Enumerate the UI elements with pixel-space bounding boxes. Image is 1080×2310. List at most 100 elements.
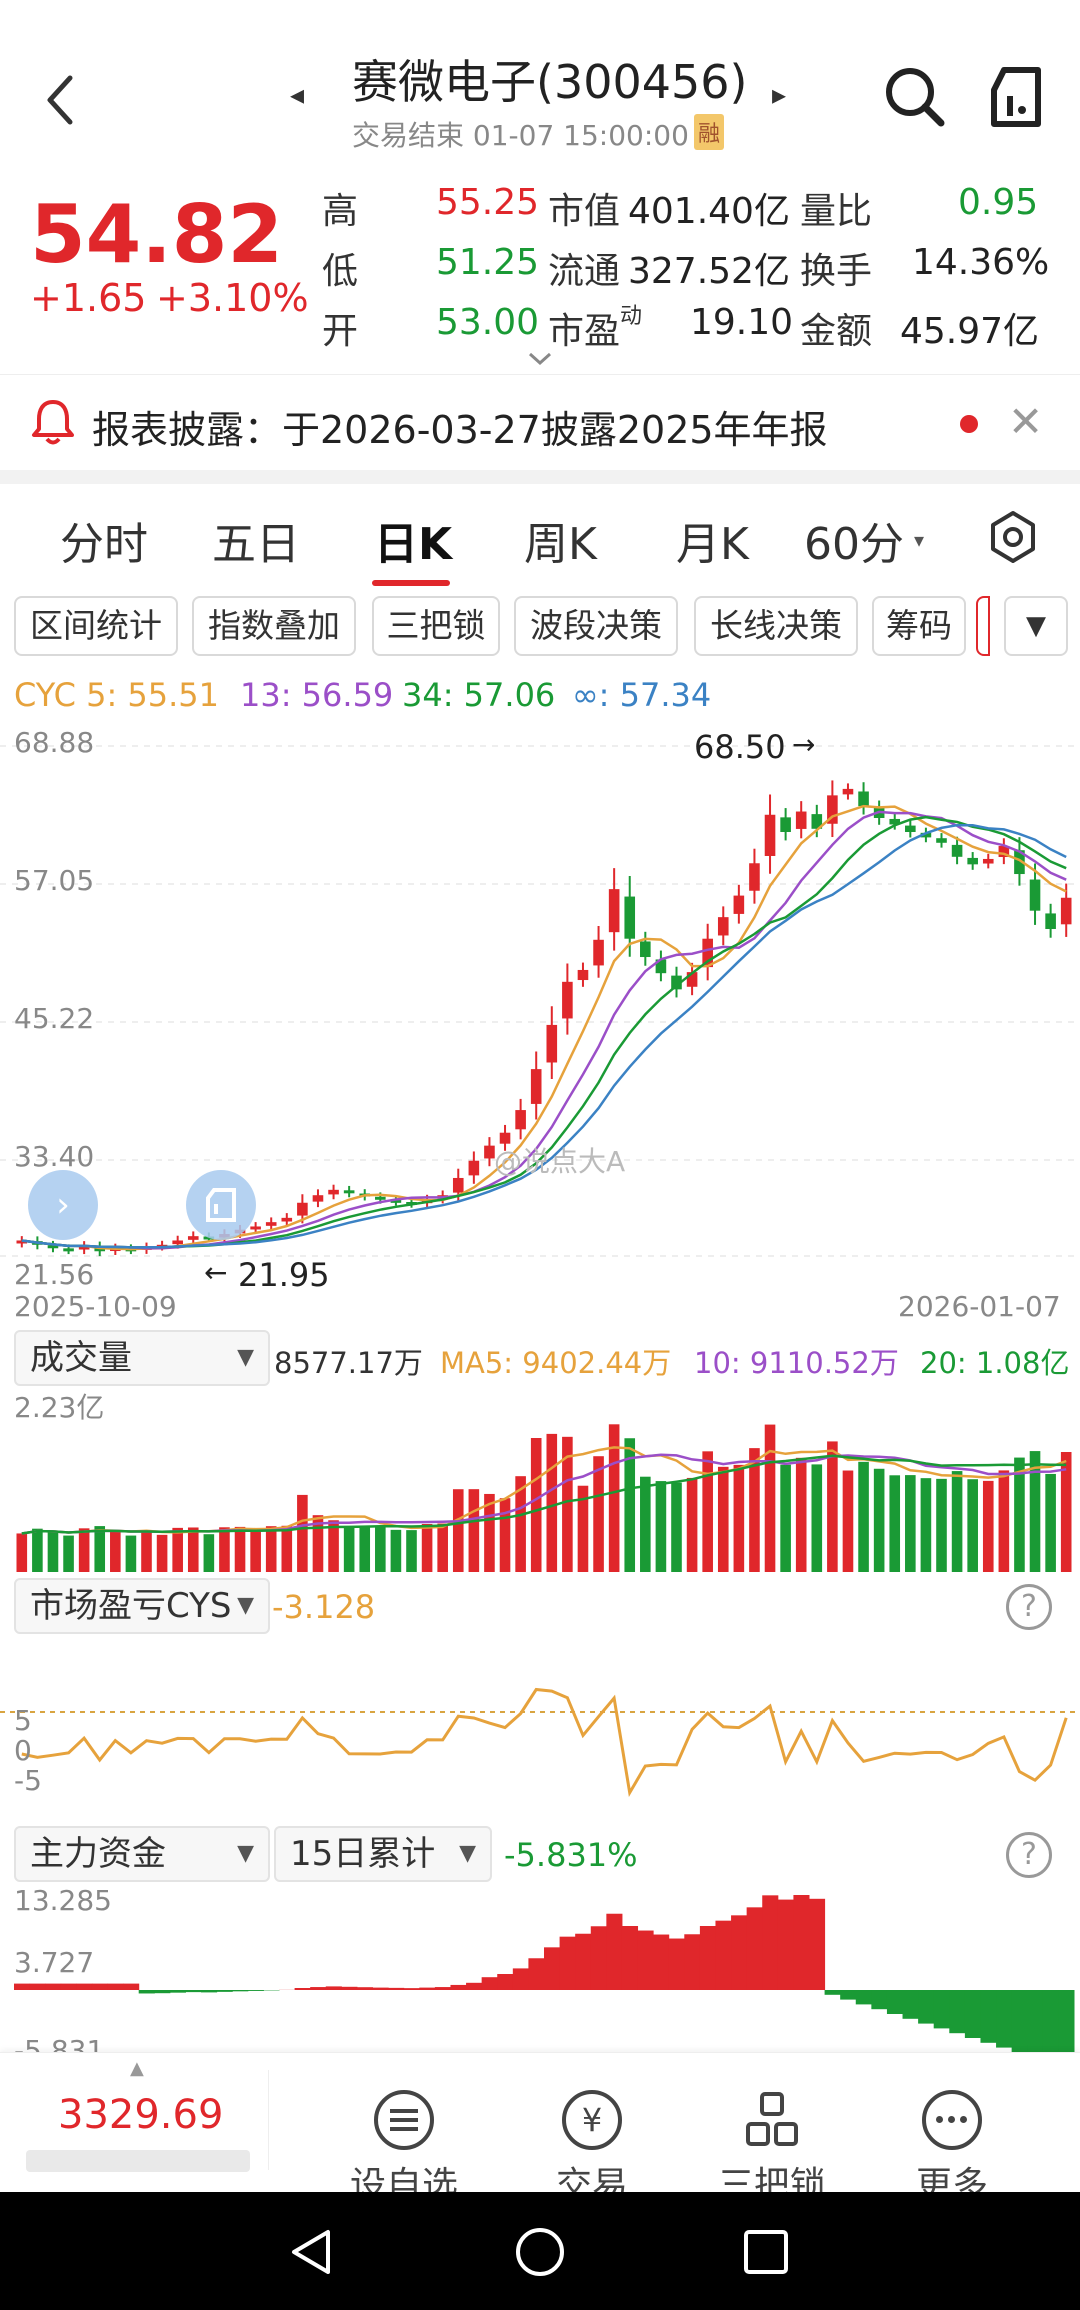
list-icon	[374, 2090, 434, 2150]
volume-bar	[343, 1526, 355, 1572]
capital-bar	[497, 1974, 514, 1990]
high-value: 55.25	[436, 182, 540, 223]
volume-bar	[577, 1485, 589, 1572]
expand-quote-chevron-icon[interactable]	[526, 350, 554, 368]
capital-bar	[809, 1898, 826, 1990]
volume-bar	[125, 1535, 137, 1572]
y-tick-4: 33.40	[14, 1140, 95, 1173]
capital-bar	[466, 1982, 483, 1990]
chevron-down-icon: ▼	[237, 1593, 254, 1618]
capital-selector-label: 主力资金	[30, 1834, 166, 1874]
chart-tool-icon[interactable]	[186, 1170, 256, 1240]
nav-add-watchlist[interactable]: 设自选	[334, 2090, 474, 2208]
close-notice-icon[interactable]: ✕	[1008, 397, 1044, 446]
candlestick-chart[interactable]	[0, 726, 1080, 1286]
candle-body	[593, 939, 604, 966]
back-arrow-icon[interactable]	[40, 70, 80, 130]
tab-five-day[interactable]: 五日	[212, 519, 300, 570]
system-recents-icon[interactable]	[740, 2226, 792, 2278]
volume-bar	[203, 1534, 215, 1572]
capital-tick-top: 13.285	[14, 1884, 112, 1917]
candle-body	[1060, 897, 1072, 925]
candle-body	[842, 788, 854, 795]
y-tick-2: 57.05	[14, 864, 95, 897]
candle-body	[16, 1240, 28, 1244]
capital-bar	[60, 1983, 77, 1990]
volume-bar	[998, 1470, 1010, 1572]
notice-bar[interactable]: 报表披露：于2026-03-27披露2025年年报 ✕	[0, 374, 1080, 471]
prev-stock-arrow[interactable]: ◂	[290, 78, 305, 111]
tab-weekly-k[interactable]: 周K	[524, 519, 597, 570]
volume-bar	[219, 1527, 230, 1572]
next-stock-arrow[interactable]: ▸	[772, 78, 787, 111]
volume-bar	[110, 1531, 121, 1572]
capital-bar	[372, 1987, 389, 1990]
candle-body	[889, 818, 901, 825]
system-back-icon[interactable]	[284, 2224, 340, 2280]
nav-three-locks[interactable]: 三把锁	[702, 2090, 842, 2208]
capital-bar	[575, 1933, 592, 1990]
chip-range-stats[interactable]: 区间统计	[14, 596, 178, 656]
tab-60-min[interactable]: 60分	[804, 519, 904, 570]
nav-trade[interactable]: ¥ 交易	[522, 2090, 662, 2208]
nav-more[interactable]: 更多	[882, 2090, 1022, 2208]
section-gap	[0, 470, 1080, 484]
cyc-line-5	[21, 804, 1067, 1251]
candle-body	[78, 1245, 90, 1250]
volume-bar	[265, 1526, 277, 1572]
date-end: 2026-01-07	[898, 1290, 1061, 1323]
candle-body	[655, 959, 667, 974]
bell-icon	[30, 397, 76, 447]
volume-bar	[624, 1438, 636, 1572]
capital-bar	[434, 1987, 451, 1990]
volume-chart[interactable]	[0, 1384, 1080, 1576]
capital-flow-chart[interactable]	[0, 1880, 1080, 2056]
volume-bar	[16, 1533, 28, 1572]
volume-bar	[733, 1464, 745, 1572]
tab-daily-k[interactable]: 日K	[374, 519, 453, 570]
period-selector[interactable]: 15日累计 ▼	[274, 1826, 492, 1882]
more-chips-dropdown[interactable]: ▼	[1004, 596, 1068, 656]
volume-selector[interactable]: 成交量 ▼	[14, 1330, 270, 1386]
tab-monthly-k[interactable]: 月K	[676, 519, 749, 570]
capital-bar	[76, 1983, 93, 1990]
pe-label: 市盈	[548, 311, 621, 352]
candle-body	[515, 1110, 526, 1130]
capital-bar	[356, 1987, 374, 1990]
volume-bar	[156, 1534, 168, 1572]
chip-swing-decision[interactable]: 波段决策	[514, 596, 678, 656]
capital-selector[interactable]: 主力资金 ▼	[14, 1826, 270, 1882]
volume-bar	[359, 1526, 371, 1572]
volume-bar	[982, 1480, 994, 1572]
chip-chips[interactable]: 筹码	[872, 596, 966, 656]
capital-bar	[746, 1907, 763, 1990]
candle-body	[250, 1226, 261, 1230]
system-home-icon[interactable]	[512, 2224, 568, 2280]
candle-body	[375, 1196, 386, 1200]
capital-bar	[902, 1990, 919, 2019]
share-stock-icon[interactable]	[988, 66, 1044, 128]
cys-selector[interactable]: 市场盈亏CYS ▼	[14, 1578, 270, 1634]
tab-intraday[interactable]: 分时	[60, 519, 148, 570]
chip-three-locks[interactable]: 三把锁	[372, 596, 500, 656]
capital-bar	[980, 1990, 997, 2043]
scroll-right-icon[interactable]: ›	[28, 1170, 98, 1240]
cys-chart[interactable]	[0, 1632, 1080, 1824]
cys-help-icon[interactable]: ?	[1006, 1584, 1052, 1630]
capital-bar	[450, 1984, 467, 1990]
capital-help-icon[interactable]: ?	[1006, 1832, 1052, 1878]
volume-bar	[873, 1468, 885, 1572]
float-cap-label: 流通	[548, 251, 621, 292]
capital-bar	[325, 1986, 342, 1990]
chip-long-decision[interactable]: 长线决策	[694, 596, 858, 656]
chip-index-overlay[interactable]: 指数叠加	[192, 596, 356, 656]
index-value[interactable]: 3329.69	[58, 2092, 224, 2138]
candle-body	[827, 795, 838, 824]
volume-bar	[671, 1482, 682, 1572]
candle-body	[468, 1160, 480, 1176]
search-icon[interactable]	[884, 66, 946, 128]
settings-gear-icon[interactable]	[986, 510, 1040, 564]
candle-body	[920, 832, 932, 838]
price-change: +1.65	[30, 276, 147, 320]
trade-status: 交易结束 01-07 15:00:00	[352, 119, 689, 152]
